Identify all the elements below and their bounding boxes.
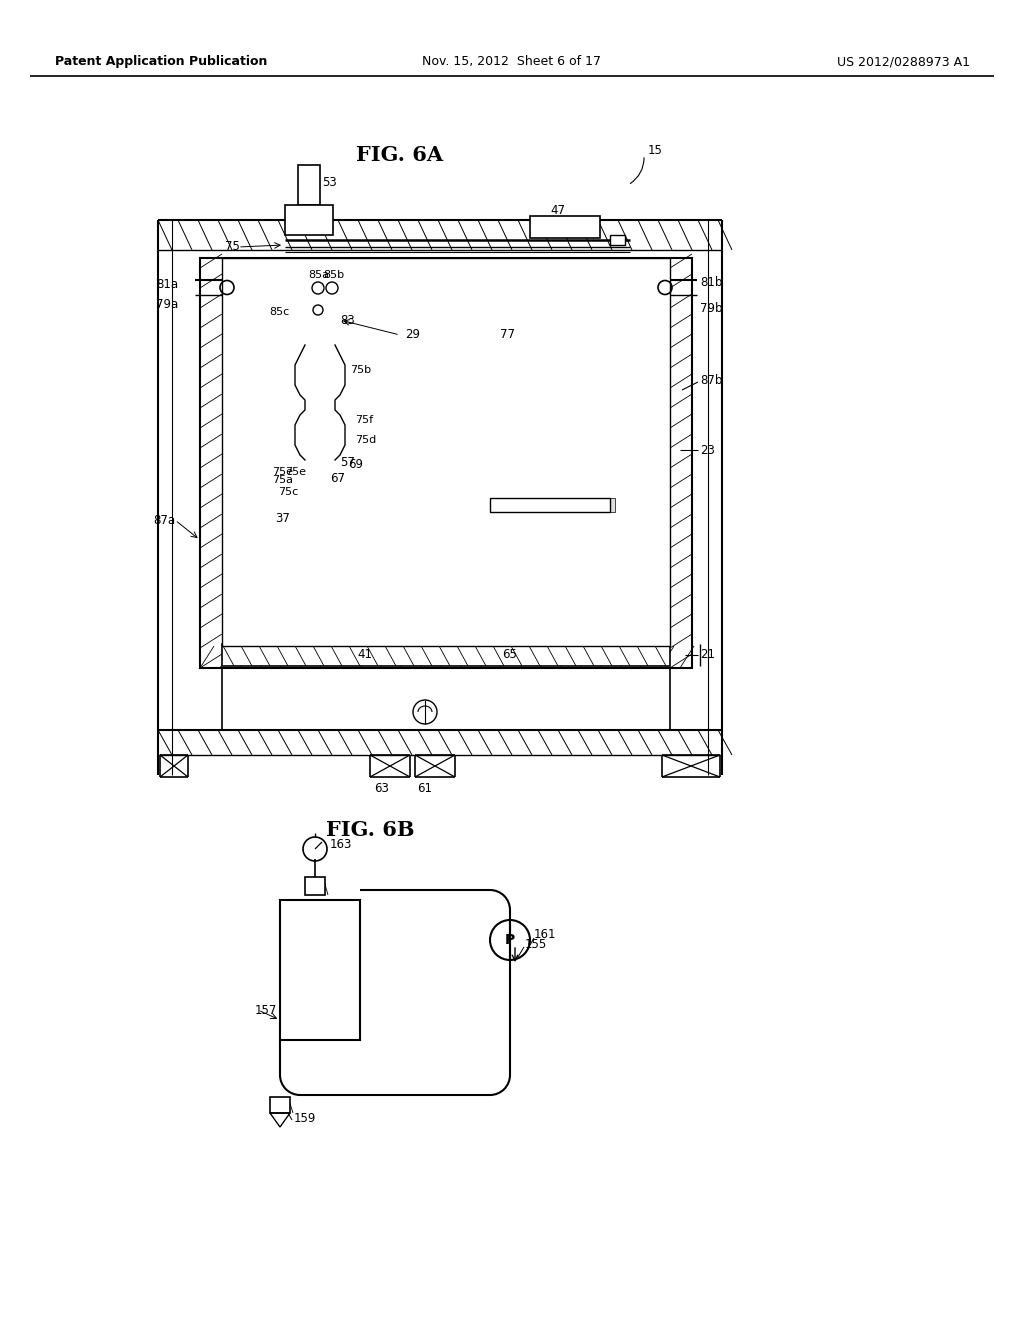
Text: 75f: 75f — [355, 414, 373, 425]
Text: 75: 75 — [225, 240, 240, 253]
Text: 163: 163 — [330, 837, 352, 850]
Text: 53: 53 — [322, 176, 337, 189]
Text: 81b: 81b — [700, 276, 722, 289]
Text: 159: 159 — [294, 1111, 316, 1125]
Text: 85a: 85a — [308, 271, 329, 280]
Text: 87a: 87a — [153, 513, 175, 527]
Text: 155: 155 — [525, 939, 547, 952]
Text: 69: 69 — [348, 458, 362, 471]
Bar — [305, 876, 325, 895]
Text: 63: 63 — [375, 783, 389, 796]
Text: 75d: 75d — [355, 436, 376, 445]
Text: 75e: 75e — [272, 467, 293, 477]
Bar — [549, 498, 561, 512]
Text: 61: 61 — [418, 783, 432, 796]
Bar — [270, 1097, 290, 1113]
Bar — [531, 498, 543, 512]
Text: 79a: 79a — [156, 298, 178, 312]
Text: 75b: 75b — [350, 366, 371, 375]
Text: FIG. 6A: FIG. 6A — [356, 145, 443, 165]
Text: 41: 41 — [357, 648, 373, 661]
Text: 37: 37 — [275, 511, 290, 524]
Text: 75a: 75a — [272, 475, 293, 484]
Text: 87b: 87b — [700, 374, 722, 387]
Bar — [495, 498, 507, 512]
Text: 161: 161 — [534, 928, 556, 941]
Bar — [567, 498, 579, 512]
Bar — [222, 257, 670, 645]
Text: P: P — [505, 933, 515, 946]
Bar — [603, 498, 615, 512]
Text: 29: 29 — [406, 329, 420, 342]
Bar — [610, 235, 625, 246]
Text: 75e: 75e — [285, 467, 306, 477]
Text: 15: 15 — [648, 144, 663, 157]
Text: 65: 65 — [503, 648, 517, 661]
Bar — [200, 257, 692, 668]
Bar — [280, 900, 360, 1040]
Text: 23: 23 — [700, 444, 715, 457]
Text: 85b: 85b — [323, 271, 344, 280]
Text: 157: 157 — [255, 1003, 278, 1016]
Text: 83: 83 — [340, 314, 354, 326]
Text: 85c: 85c — [269, 308, 290, 317]
Text: Nov. 15, 2012  Sheet 6 of 17: Nov. 15, 2012 Sheet 6 of 17 — [423, 55, 601, 69]
Text: Patent Application Publication: Patent Application Publication — [55, 55, 267, 69]
Text: 51: 51 — [319, 219, 335, 231]
Bar — [585, 498, 597, 512]
Text: 49: 49 — [545, 220, 560, 234]
Text: US 2012/0288973 A1: US 2012/0288973 A1 — [837, 55, 970, 69]
Text: 81a: 81a — [156, 279, 178, 292]
Text: 75c: 75c — [278, 487, 298, 498]
Text: 67: 67 — [330, 471, 345, 484]
Text: 77: 77 — [500, 329, 515, 342]
Bar — [530, 216, 600, 238]
Bar — [513, 498, 525, 512]
Text: 47: 47 — [550, 203, 565, 216]
Text: 21: 21 — [700, 648, 715, 661]
Bar — [490, 498, 610, 512]
Text: 79b: 79b — [700, 301, 723, 314]
Bar — [298, 165, 319, 205]
Text: FIG. 6B: FIG. 6B — [326, 820, 415, 840]
Text: 57: 57 — [340, 455, 355, 469]
Bar — [222, 644, 670, 667]
Bar — [285, 205, 333, 235]
